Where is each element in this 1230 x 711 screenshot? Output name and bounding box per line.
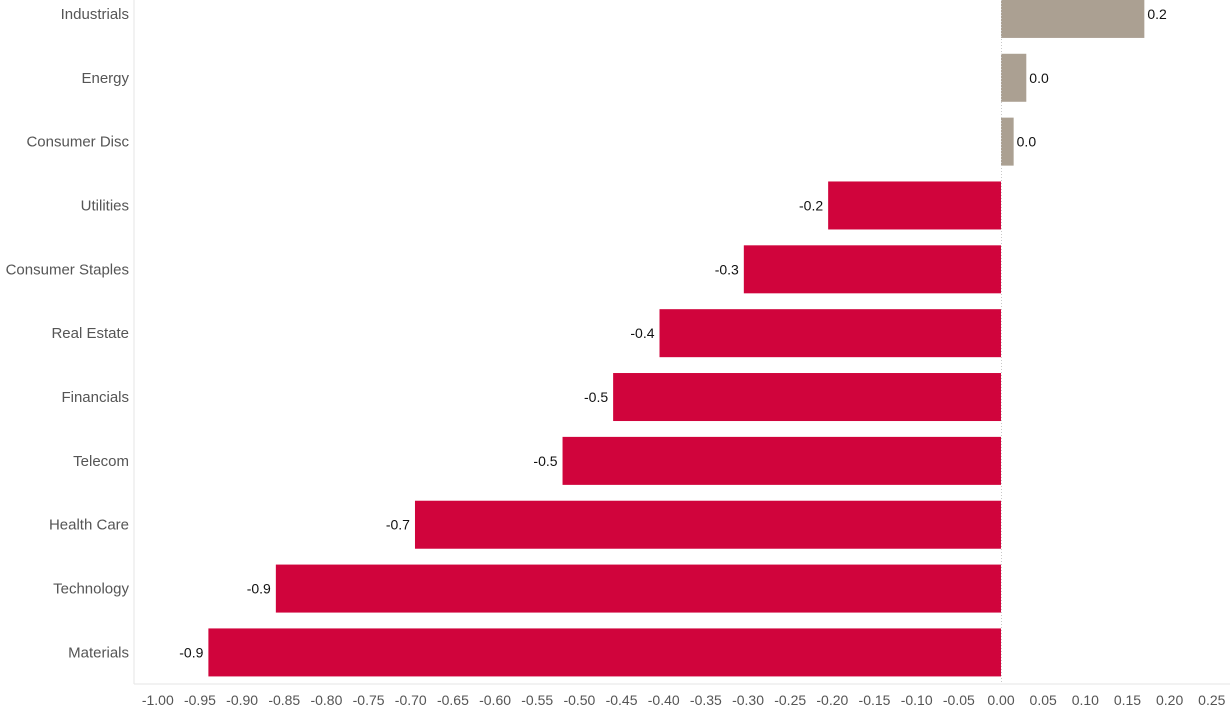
x-tick-label: -0.10 [901,692,933,708]
x-tick-label: -0.80 [310,692,342,708]
x-tick-label: -0.20 [816,692,848,708]
x-tick-label: -0.75 [353,692,385,708]
x-tick-label: -0.50 [563,692,595,708]
bar [1001,53,1027,102]
bar [562,436,1001,485]
data-label: 0.2 [1147,6,1167,22]
axes-layer: -1.00 -0.95 -0.90 -0.85 -0.80 -0.75 -0.70 -0.65… [133,0,1230,708]
bar [743,245,1001,294]
category-label: Industrials [61,6,129,23]
category-label: Materials [68,644,129,661]
data-label: -0.4 [630,325,654,341]
category-label: Technology [53,581,129,598]
x-tick-label: 0.20 [1156,692,1183,708]
x-tick-label: -0.85 [268,692,300,708]
data-label: -0.9 [247,581,271,597]
x-tick-label: -0.45 [606,692,638,708]
bar [208,628,1002,677]
x-tick-label: -0.95 [184,692,216,708]
x-tick-label: -0.90 [226,692,258,708]
bar [828,181,1001,230]
bar [613,373,1001,422]
bar [1001,117,1014,166]
category-label: Consumer Staples [6,261,129,278]
data-label: -0.5 [584,389,608,405]
category-label: Real Estate [51,325,129,342]
bar [275,564,1001,613]
category-label: Financials [61,389,129,406]
x-tick-label: -0.05 [943,692,975,708]
x-tick-label: 0.10 [1072,692,1099,708]
bar [1001,0,1145,38]
x-tick-label: -0.65 [437,692,469,708]
x-tick-label: -0.25 [774,692,806,708]
category-label: Energy [81,70,129,87]
category-label: Health Care [49,517,129,534]
x-tick-label: -1.00 [142,692,174,708]
data-label: -0.5 [533,453,557,469]
x-tick-label: -0.60 [479,692,511,708]
bar [414,500,1001,549]
bar [659,309,1001,358]
category-label: Consumer Disc [26,134,129,151]
x-tick-label: -0.35 [690,692,722,708]
x-tick-label: 0.25 [1198,692,1225,708]
category-label: Utilities [81,197,129,214]
x-tick-label: -0.15 [859,692,891,708]
data-label: 0.0 [1017,134,1037,150]
x-tick-label: 0.05 [1030,692,1057,708]
data-label: -0.3 [715,261,739,277]
x-tick-label: -0.55 [521,692,553,708]
x-tick-label: -0.30 [732,692,764,708]
data-label: -0.2 [799,197,823,213]
bars-layer [208,0,1145,677]
x-tick-label: 0.00 [987,692,1014,708]
data-label: -0.9 [179,644,203,660]
x-tick-label: -0.40 [648,692,680,708]
category-label: Telecom [73,453,129,470]
data-label: 0.0 [1029,70,1049,86]
data-label: -0.7 [386,517,410,533]
labels-layer: Industrials 0.2 Energy 0.0 Consumer Disc 0.0 U… [6,0,1167,684]
x-tick-label: 0.15 [1114,692,1141,708]
x-tick-label: -0.70 [395,692,427,708]
